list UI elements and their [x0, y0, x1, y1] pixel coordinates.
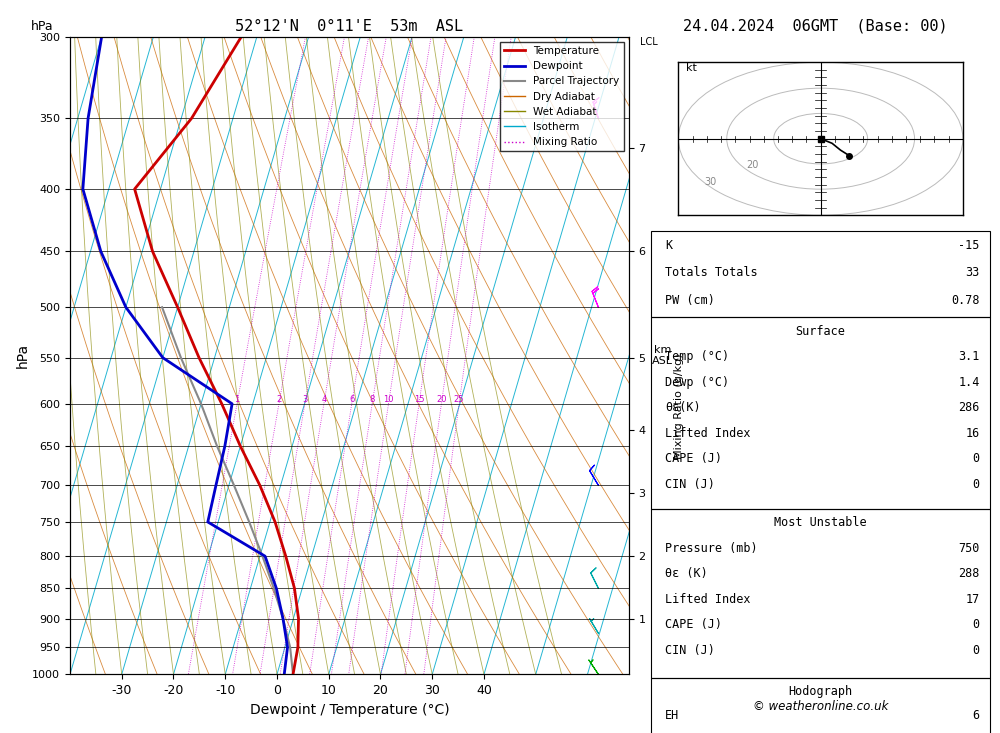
- Text: 20: 20: [747, 160, 759, 170]
- Text: 750: 750: [958, 542, 980, 555]
- Text: 16: 16: [966, 427, 980, 440]
- Y-axis label: km
ASL: km ASL: [652, 345, 673, 366]
- X-axis label: Dewpoint / Temperature (°C): Dewpoint / Temperature (°C): [250, 703, 449, 717]
- Text: Dewp (°C): Dewp (°C): [665, 376, 729, 388]
- Text: 33: 33: [966, 266, 980, 279]
- Text: -15: -15: [958, 239, 980, 251]
- Text: PW (cm): PW (cm): [665, 293, 715, 306]
- Text: 6: 6: [973, 710, 980, 722]
- Legend: Temperature, Dewpoint, Parcel Trajectory, Dry Adiabat, Wet Adiabat, Isotherm, Mi: Temperature, Dewpoint, Parcel Trajectory…: [500, 42, 624, 152]
- Text: CIN (J): CIN (J): [665, 478, 715, 491]
- Text: 24.04.2024  06GMT  (Base: 00): 24.04.2024 06GMT (Base: 00): [683, 18, 947, 33]
- Text: 0: 0: [973, 452, 980, 465]
- Text: 288: 288: [958, 567, 980, 580]
- Text: 17: 17: [966, 592, 980, 605]
- Text: Lifted Index: Lifted Index: [665, 427, 750, 440]
- Bar: [651, 677, 990, 733]
- Text: θε (K): θε (K): [665, 567, 708, 580]
- Text: 0.78: 0.78: [951, 293, 980, 306]
- Text: Most Unstable: Most Unstable: [774, 516, 867, 529]
- Text: hPa: hPa: [31, 21, 54, 33]
- Bar: [651, 231, 990, 317]
- Text: CAPE (J): CAPE (J): [665, 618, 722, 631]
- Y-axis label: hPa: hPa: [16, 343, 30, 368]
- Text: EH: EH: [665, 710, 679, 722]
- Text: 1: 1: [234, 395, 240, 404]
- Text: CAPE (J): CAPE (J): [665, 452, 722, 465]
- Text: Pressure (mb): Pressure (mb): [665, 542, 757, 555]
- Text: LCL: LCL: [640, 37, 658, 47]
- Bar: [651, 317, 990, 509]
- Text: Lifted Index: Lifted Index: [665, 592, 750, 605]
- Text: 3: 3: [302, 395, 308, 404]
- Text: 0: 0: [973, 618, 980, 631]
- Text: kt: kt: [686, 63, 696, 73]
- Text: 8: 8: [370, 395, 375, 404]
- Text: θε(K): θε(K): [665, 401, 700, 414]
- Text: 30: 30: [704, 177, 716, 187]
- Text: 10: 10: [383, 395, 394, 404]
- Text: 2: 2: [276, 395, 282, 404]
- Text: 15: 15: [414, 395, 424, 404]
- Text: 1.4: 1.4: [958, 376, 980, 388]
- Text: Hodograph: Hodograph: [789, 685, 853, 698]
- Text: 4: 4: [321, 395, 327, 404]
- Text: 25: 25: [454, 395, 464, 404]
- Title: 52°12'N  0°11'E  53m  ASL: 52°12'N 0°11'E 53m ASL: [235, 19, 463, 34]
- Text: Surface: Surface: [796, 325, 846, 338]
- Text: 6: 6: [349, 395, 354, 404]
- Text: 3.1: 3.1: [958, 350, 980, 364]
- Text: 0: 0: [973, 644, 980, 657]
- Text: CIN (J): CIN (J): [665, 644, 715, 657]
- Text: K: K: [665, 239, 672, 251]
- Bar: [651, 509, 990, 677]
- Text: 20: 20: [436, 395, 447, 404]
- Text: © weatheronline.co.uk: © weatheronline.co.uk: [753, 700, 888, 713]
- Text: Totals Totals: Totals Totals: [665, 266, 757, 279]
- Text: 286: 286: [958, 401, 980, 414]
- Text: Mixing Ratio (g/kg): Mixing Ratio (g/kg): [674, 354, 684, 460]
- Text: 0: 0: [973, 478, 980, 491]
- Text: Temp (°C): Temp (°C): [665, 350, 729, 364]
